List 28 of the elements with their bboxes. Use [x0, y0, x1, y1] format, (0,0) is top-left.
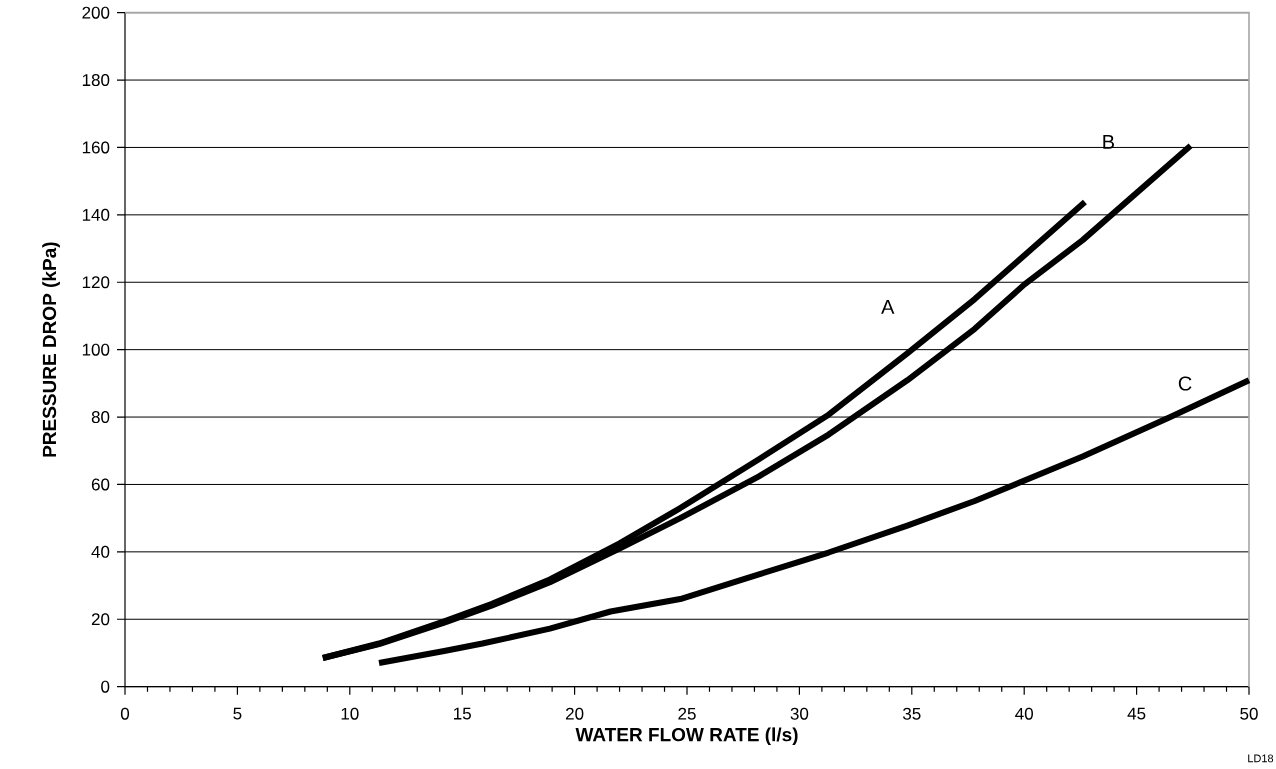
y-axis-title: PRESSURE DROP (kPa) [42, 242, 60, 457]
x-tick-label: 25 [678, 707, 696, 720]
x-tick-label: 20 [565, 707, 584, 720]
y-tick-label: 180 [82, 74, 110, 87]
x-tick-label: 10 [341, 707, 359, 720]
y-tick-label: 160 [82, 141, 110, 154]
x-axis-title: WATER FLOW RATE (l/s) [575, 727, 798, 746]
text: LD18 [1248, 754, 1274, 763]
y-tick-label: 0 [101, 680, 110, 693]
series-label: C [1178, 376, 1192, 391]
x-tick-label: 35 [903, 707, 921, 720]
x-tick-label: 45 [1127, 707, 1146, 720]
y-tick-label: 40 [91, 546, 110, 559]
x-tick-label: 50 [1240, 707, 1258, 720]
text: B [1103, 135, 1114, 149]
x-tick-label: 5 [233, 707, 242, 720]
x-tick-label: 30 [790, 707, 809, 720]
y-tick-label: 20 [91, 613, 110, 626]
y-tick-label: 140 [82, 209, 110, 222]
x-tick-label: 40 [1015, 707, 1033, 720]
y-tick-label: 80 [91, 411, 110, 424]
y-tick-label: 200 [82, 6, 110, 19]
x-tick-label: 0 [120, 707, 130, 720]
y-tick-label: 60 [91, 478, 110, 491]
series-label: A [881, 300, 895, 315]
x-tick-label: 15 [454, 707, 471, 720]
y-tick-label: 100 [82, 343, 110, 356]
y-tick-label: 120 [82, 276, 110, 289]
